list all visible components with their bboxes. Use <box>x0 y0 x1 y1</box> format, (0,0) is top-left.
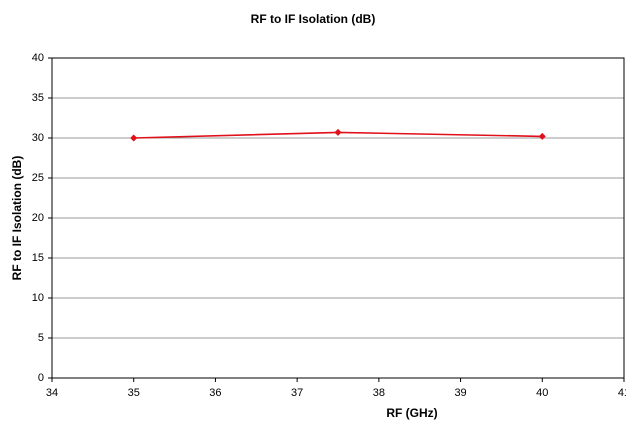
y-tick-label: 30 <box>32 132 44 144</box>
x-axis-label: RF (GHz) <box>386 406 437 420</box>
y-tick-label: 35 <box>32 92 44 104</box>
x-tick-label: 34 <box>46 387 58 399</box>
x-tick-label: 40 <box>536 387 548 399</box>
data-point <box>130 134 138 142</box>
plot-frame <box>51 57 625 379</box>
x-tick-label: 41 <box>618 387 626 399</box>
x-tick-label: 37 <box>291 387 303 399</box>
y-tick-label: 0 <box>38 372 44 384</box>
y-tick-label: 5 <box>38 332 44 344</box>
x-tick-label: 39 <box>454 387 466 399</box>
x-tick-label: 36 <box>209 387 221 399</box>
y-tick-label: 40 <box>32 52 44 64</box>
data-point <box>538 132 546 140</box>
x-tick-label: 38 <box>373 387 385 399</box>
y-tick-label: 15 <box>32 252 44 264</box>
chart-title: RF to IF Isolation (dB) <box>251 12 376 26</box>
y-tick-label: 25 <box>32 172 44 184</box>
data-point <box>334 128 342 136</box>
y-tick-label: 10 <box>32 292 44 304</box>
y-axis-label: RF to IF Isolation (dB) <box>10 156 24 281</box>
x-tick-label: 35 <box>128 387 140 399</box>
y-tick-label: 20 <box>32 212 44 224</box>
